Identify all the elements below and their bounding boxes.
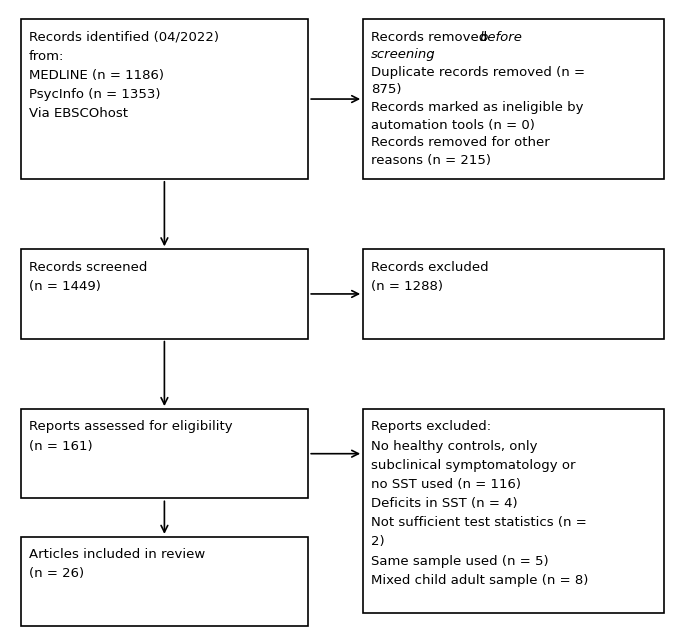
Text: (n = 26): (n = 26) — [29, 567, 84, 580]
Text: Records removed: Records removed — [371, 31, 492, 43]
FancyBboxPatch shape — [21, 19, 308, 179]
Text: (n = 1449): (n = 1449) — [29, 280, 101, 293]
Text: Records screened: Records screened — [29, 261, 147, 273]
FancyBboxPatch shape — [363, 409, 664, 613]
Text: (n = 1288): (n = 1288) — [371, 280, 443, 293]
FancyBboxPatch shape — [363, 249, 664, 339]
Text: Deficits in SST (n = 4): Deficits in SST (n = 4) — [371, 497, 518, 510]
FancyBboxPatch shape — [363, 19, 664, 179]
Text: Via EBSCOhost: Via EBSCOhost — [29, 107, 128, 120]
FancyBboxPatch shape — [21, 409, 308, 498]
FancyBboxPatch shape — [21, 537, 308, 626]
Text: PsycInfo (n = 1353): PsycInfo (n = 1353) — [29, 88, 160, 101]
Text: automation tools (n = 0): automation tools (n = 0) — [371, 119, 535, 132]
Text: Records marked as ineligible by: Records marked as ineligible by — [371, 101, 584, 114]
Text: Mixed child adult sample (n = 8): Mixed child adult sample (n = 8) — [371, 574, 588, 587]
Text: Records removed for other: Records removed for other — [371, 136, 550, 149]
FancyBboxPatch shape — [21, 249, 308, 339]
Text: Reports excluded:: Reports excluded: — [371, 420, 491, 433]
Text: 2): 2) — [371, 535, 385, 548]
Text: Articles included in review: Articles included in review — [29, 548, 205, 561]
Text: Records identified (04/2022): Records identified (04/2022) — [29, 31, 219, 43]
Text: before: before — [479, 31, 523, 43]
Text: 875): 875) — [371, 84, 402, 96]
Text: No healthy controls, only: No healthy controls, only — [371, 440, 538, 452]
Text: Same sample used (n = 5): Same sample used (n = 5) — [371, 555, 549, 567]
Text: (n = 161): (n = 161) — [29, 440, 92, 452]
Text: reasons (n = 215): reasons (n = 215) — [371, 154, 491, 167]
Text: subclinical symptomatology or: subclinical symptomatology or — [371, 459, 576, 472]
Text: from:: from: — [29, 50, 64, 63]
Text: no SST used (n = 116): no SST used (n = 116) — [371, 478, 521, 491]
Text: Records excluded: Records excluded — [371, 261, 489, 273]
Text: screening: screening — [371, 49, 436, 61]
Text: Duplicate records removed (n =: Duplicate records removed (n = — [371, 66, 585, 79]
Text: :: : — [429, 49, 434, 61]
Text: Not sufficient test statistics (n =: Not sufficient test statistics (n = — [371, 516, 587, 529]
Text: Reports assessed for eligibility: Reports assessed for eligibility — [29, 420, 232, 433]
Text: MEDLINE (n = 1186): MEDLINE (n = 1186) — [29, 69, 164, 82]
